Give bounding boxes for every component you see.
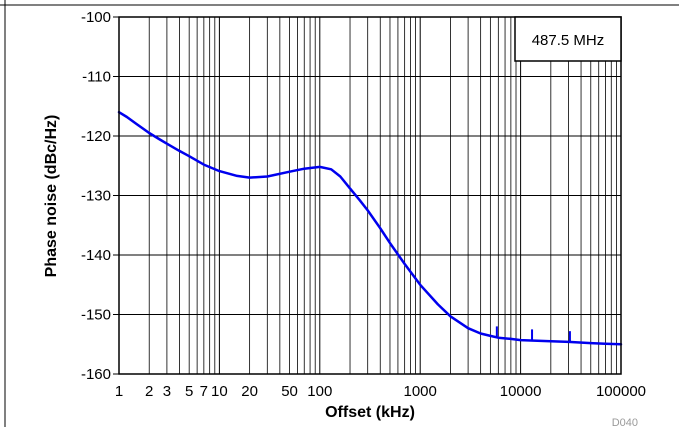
data-point xyxy=(520,339,522,341)
data-point xyxy=(136,123,138,125)
data-point xyxy=(489,335,491,337)
data-point xyxy=(236,175,238,177)
data-point xyxy=(148,132,150,134)
x-tick-label: 2 xyxy=(145,383,153,400)
data-point xyxy=(249,177,251,179)
x-tick-label: 1 xyxy=(115,383,123,400)
annotation-box xyxy=(514,16,622,62)
data-point xyxy=(367,209,369,211)
data-point xyxy=(349,187,351,189)
data-point xyxy=(480,332,482,335)
y-tick-label: -100 xyxy=(81,9,111,26)
figure-id: D040 xyxy=(612,417,638,427)
y-tick-label: -150 xyxy=(81,307,111,324)
data-point xyxy=(379,227,381,229)
data-point xyxy=(330,168,332,170)
data-point xyxy=(449,315,451,317)
data-point xyxy=(203,164,205,166)
y-tick-label: -160 xyxy=(81,366,111,383)
x-tick-label: 7 xyxy=(200,383,208,400)
data-point xyxy=(404,263,406,265)
data-point xyxy=(604,343,607,345)
grid-lines xyxy=(119,17,621,374)
x-tick-label: 1000 xyxy=(404,383,437,400)
x-tick-label: 5 xyxy=(185,383,193,400)
x-axis-label: Offset (kHz) xyxy=(325,404,415,421)
data-point xyxy=(437,303,439,305)
x-tick-label: 10000 xyxy=(500,383,542,400)
data-point xyxy=(467,327,469,329)
data-point xyxy=(319,166,321,168)
data-point xyxy=(166,143,168,145)
data-point xyxy=(303,168,305,170)
x-tick-label: 50 xyxy=(281,383,298,400)
y-tick-label: -130 xyxy=(81,188,111,205)
data-point xyxy=(359,199,361,201)
series-layer xyxy=(117,110,623,346)
x-tick-label: 3 xyxy=(163,383,171,400)
y-tick-labels: -100 -110 -120 -130 -140 -150 -160 xyxy=(81,9,119,383)
data-point xyxy=(188,155,190,157)
data-point xyxy=(419,284,421,286)
data-point xyxy=(266,175,268,178)
data-point xyxy=(158,138,160,140)
data-point xyxy=(126,116,128,118)
data-point xyxy=(289,171,291,173)
data-point xyxy=(178,150,180,152)
data-point xyxy=(590,342,592,344)
data-point xyxy=(218,170,220,172)
y-tick-label: -120 xyxy=(81,128,111,145)
x-tick-label: 10 xyxy=(211,383,228,400)
y-tick-label: -140 xyxy=(81,247,111,264)
plot-area-border xyxy=(118,16,622,375)
x-tick-label: 100000 xyxy=(596,383,646,400)
data-point xyxy=(497,337,499,339)
data-point xyxy=(567,341,570,343)
y-tick-label: -110 xyxy=(82,69,111,86)
y-axis-label: Phase noise (dBc/Hz) xyxy=(43,115,60,278)
x-tick-labels: 1 2 3 5 7 10 20 50 100 1000 10000 100000 xyxy=(115,383,646,400)
frequency-annotation: 487.5 MHz xyxy=(514,16,622,62)
annotation-label: 487.5 MHz xyxy=(532,32,605,49)
phase-noise-line xyxy=(117,110,623,346)
data-point xyxy=(339,175,341,178)
x-tick-label: 20 xyxy=(241,383,258,400)
data-point xyxy=(389,242,391,244)
data-point xyxy=(550,340,552,342)
data-point xyxy=(510,338,512,340)
x-tick-label: 100 xyxy=(307,383,332,400)
